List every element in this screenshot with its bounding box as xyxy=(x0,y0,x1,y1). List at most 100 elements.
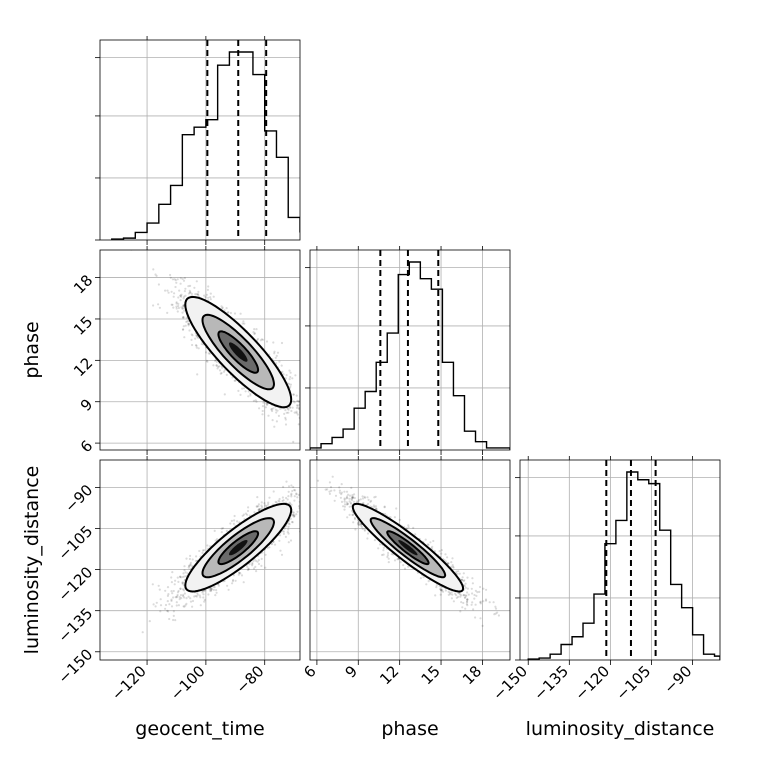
sample-point xyxy=(166,311,169,314)
sample-point xyxy=(172,618,175,622)
sample-point xyxy=(209,298,212,301)
sample-point xyxy=(181,328,185,331)
sample-point xyxy=(177,306,180,310)
sample-point xyxy=(282,499,285,502)
sample-point xyxy=(175,305,178,308)
sample-point xyxy=(159,598,162,601)
sample-point xyxy=(274,408,277,411)
sample-point xyxy=(206,288,209,291)
sample-point xyxy=(296,399,299,402)
sample-point xyxy=(287,485,291,488)
sample-point xyxy=(255,505,258,508)
sample-point xyxy=(303,406,305,408)
sample-point xyxy=(215,589,218,592)
sample-point xyxy=(225,529,228,533)
sample-point xyxy=(274,356,277,359)
sample-point xyxy=(202,590,205,593)
sample-point xyxy=(278,539,281,542)
sample-point xyxy=(290,503,293,506)
sample-point xyxy=(154,605,157,608)
sample-point xyxy=(290,493,293,496)
sample-point xyxy=(307,495,309,497)
sample-point xyxy=(286,531,289,534)
sample-point xyxy=(258,508,261,511)
sample-point xyxy=(218,365,221,368)
sample-point xyxy=(306,521,308,523)
sample-point xyxy=(289,371,292,374)
sample-point xyxy=(180,597,183,600)
sample-point xyxy=(284,377,287,380)
sample-point xyxy=(187,323,190,326)
sample-point xyxy=(271,542,274,546)
sample-point xyxy=(255,570,258,573)
sample-point xyxy=(176,310,179,313)
sample-point xyxy=(184,287,187,290)
sample-point xyxy=(272,407,275,410)
sample-point xyxy=(256,337,260,341)
sample-point xyxy=(302,509,304,511)
sample-point xyxy=(218,369,222,372)
sample-point xyxy=(182,605,185,608)
sample-point xyxy=(255,328,258,331)
histogram-outline xyxy=(111,51,300,240)
sample-point xyxy=(204,296,207,299)
sample-point xyxy=(253,328,256,331)
sample-point xyxy=(175,604,178,607)
sample-point xyxy=(257,562,261,566)
sample-point xyxy=(159,610,162,613)
sample-point xyxy=(195,334,198,337)
sample-point xyxy=(260,564,263,568)
sample-point xyxy=(292,515,295,518)
sample-point xyxy=(246,565,249,568)
sample-point xyxy=(191,343,194,347)
sample-point xyxy=(196,592,199,595)
sample-point xyxy=(185,320,188,323)
sample-point xyxy=(243,322,246,325)
sample-point xyxy=(196,373,199,376)
sample-point xyxy=(324,481,326,483)
sample-point xyxy=(289,502,292,505)
panel-frame xyxy=(99,39,301,241)
sample-point xyxy=(230,519,233,523)
sample-point xyxy=(214,359,217,362)
sample-point xyxy=(188,329,191,332)
sample-point xyxy=(239,572,242,575)
sample-point xyxy=(273,543,277,546)
sample-point xyxy=(183,295,186,298)
sample-point xyxy=(225,307,228,310)
sample-point xyxy=(237,389,240,392)
sample-point xyxy=(295,394,298,397)
sample-point xyxy=(234,579,237,582)
sample-point xyxy=(291,511,294,514)
sample-point xyxy=(176,593,179,597)
sample-point xyxy=(164,589,167,592)
sample-point xyxy=(232,574,235,577)
sample-point xyxy=(190,338,193,341)
sample-point xyxy=(301,496,303,498)
sample-point xyxy=(276,351,280,354)
sample-point xyxy=(293,488,296,492)
sample-point xyxy=(306,408,308,410)
sample-point xyxy=(292,393,295,396)
sample-point xyxy=(177,604,180,607)
sample-point xyxy=(183,605,186,608)
sample-point xyxy=(170,599,173,603)
sample-point xyxy=(172,610,175,613)
sample-point xyxy=(180,306,183,309)
sample-point xyxy=(203,600,206,603)
sample-point xyxy=(185,602,188,606)
sample-point xyxy=(295,411,298,415)
sample-point xyxy=(214,594,217,597)
sample-point xyxy=(302,405,304,407)
sample-point xyxy=(210,588,213,591)
sample-point xyxy=(173,292,176,295)
sample-point xyxy=(195,293,198,296)
sample-point xyxy=(175,301,178,304)
sample-point xyxy=(232,578,235,582)
sample-point xyxy=(194,594,197,598)
sample-point xyxy=(236,520,239,523)
sample-point xyxy=(257,508,260,511)
sample-point xyxy=(297,399,300,403)
sample-point xyxy=(306,503,308,505)
sample-point xyxy=(271,419,274,422)
